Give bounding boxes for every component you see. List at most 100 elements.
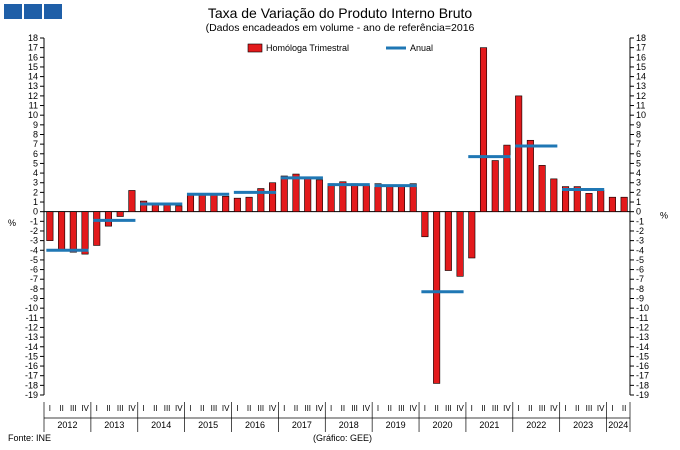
x-tick-label: IV xyxy=(316,404,324,413)
y-tick-label-right: -4 xyxy=(636,245,644,255)
bar xyxy=(374,183,382,212)
bar xyxy=(198,193,206,212)
bar xyxy=(116,211,124,217)
y-tick-label-left: -10 xyxy=(25,303,38,313)
x-tick-label: III xyxy=(492,404,499,413)
x-tick-label: I xyxy=(49,404,51,413)
x-tick-label: III xyxy=(445,404,452,413)
x-tick-label: II xyxy=(106,404,110,413)
bar xyxy=(93,211,101,246)
bar xyxy=(503,144,511,212)
x-tick-label: IV xyxy=(175,404,183,413)
y-tick-label-left: -1 xyxy=(30,216,38,226)
y-tick-label-left: -19 xyxy=(25,390,38,400)
y-tick-label-right: -6 xyxy=(636,265,644,275)
y-tick-label-right: -5 xyxy=(636,255,644,265)
bar xyxy=(362,185,370,212)
y-tick-label-left: 13 xyxy=(28,81,38,91)
x-tick-label: IV xyxy=(597,404,605,413)
bar xyxy=(573,186,581,212)
bar xyxy=(257,188,265,212)
bar xyxy=(210,193,218,212)
y-tick-label-right: 5 xyxy=(636,158,641,168)
bar xyxy=(269,182,277,212)
y-tick-label-left: -17 xyxy=(25,371,38,381)
y-tick-label-left: -12 xyxy=(25,322,38,332)
bar xyxy=(491,160,499,212)
y-tick-label-left: 16 xyxy=(28,52,38,62)
bar xyxy=(585,193,593,212)
y-tick-label-right: -16 xyxy=(636,361,649,371)
y-tick-label-left: 8 xyxy=(33,129,38,139)
x-tick-label: IV xyxy=(269,404,277,413)
x-tick-label: II xyxy=(388,404,392,413)
x-tick-label: II xyxy=(528,404,532,413)
bar xyxy=(515,95,523,212)
y-tick-label-right: 12 xyxy=(636,91,646,101)
y-tick-label-left: -18 xyxy=(25,380,38,390)
x-tick-label: II xyxy=(341,404,345,413)
x-tick-label: IV xyxy=(456,404,464,413)
logo-block xyxy=(44,4,62,19)
y-tick-label-right: 3 xyxy=(636,178,641,188)
y-tick-label-right: -14 xyxy=(636,342,649,352)
bar xyxy=(351,183,359,212)
x-year-label: 2021 xyxy=(479,420,499,430)
bar xyxy=(397,186,405,212)
x-tick-label: III xyxy=(164,404,171,413)
x-tick-label: IV xyxy=(503,404,511,413)
bar xyxy=(327,183,335,212)
x-tick-label: III xyxy=(398,404,405,413)
bar xyxy=(292,173,300,212)
y-tick-label-left: -5 xyxy=(30,255,38,265)
x-tick-label: II xyxy=(294,404,298,413)
y-tick-label-right: -3 xyxy=(636,236,644,246)
y-tick-label-left: -7 xyxy=(30,274,38,284)
y-tick-label-left: -9 xyxy=(30,294,38,304)
bar xyxy=(81,211,89,255)
bar xyxy=(339,181,347,212)
x-year-label: 2023 xyxy=(573,420,593,430)
source-note: Fonte: INE xyxy=(8,433,52,443)
bar xyxy=(620,196,628,212)
x-tick-label: III xyxy=(304,404,311,413)
bar xyxy=(550,178,558,212)
x-tick-label: II xyxy=(481,404,485,413)
y-tick-label-right: -2 xyxy=(636,226,644,236)
bar xyxy=(140,200,148,212)
y-tick-label-left: 4 xyxy=(33,168,38,178)
y-tick-label-left: -6 xyxy=(30,265,38,275)
y-axis-title-left: % xyxy=(8,218,16,228)
bar xyxy=(456,211,464,277)
x-tick-label: III xyxy=(539,404,546,413)
x-tick-label: I xyxy=(518,404,520,413)
x-year-label: 2012 xyxy=(57,420,77,430)
y-tick-label-left: -11 xyxy=(26,313,38,323)
x-tick-label: I xyxy=(189,404,191,413)
y-tick-label-left: -13 xyxy=(25,332,38,342)
y-tick-label-left: -3 xyxy=(30,236,38,246)
bar xyxy=(468,211,476,259)
x-tick-label: I xyxy=(143,404,145,413)
x-tick-label: IV xyxy=(409,404,417,413)
x-tick-label: IV xyxy=(128,404,136,413)
bar xyxy=(280,175,288,212)
y-tick-label-left: 2 xyxy=(33,187,38,197)
x-tick-label: III xyxy=(351,404,358,413)
y-tick-label-right: -15 xyxy=(636,351,649,361)
y-tick-label-right: -12 xyxy=(636,322,649,332)
y-tick-label-left: 11 xyxy=(29,101,38,111)
x-tick-label: III xyxy=(257,404,264,413)
y-tick-label-left: 0 xyxy=(33,207,38,217)
y-tick-label-right: -8 xyxy=(636,284,644,294)
x-year-label: 2017 xyxy=(292,420,312,430)
bar xyxy=(233,197,241,212)
y-tick-label-left: -8 xyxy=(30,284,38,294)
x-tick-label: II xyxy=(622,404,626,413)
x-year-label: 2020 xyxy=(432,420,452,430)
x-tick-label: I xyxy=(96,404,98,413)
legend-swatch-bar xyxy=(247,43,263,53)
y-tick-label-left: 3 xyxy=(33,178,38,188)
x-tick-label: IV xyxy=(550,404,558,413)
